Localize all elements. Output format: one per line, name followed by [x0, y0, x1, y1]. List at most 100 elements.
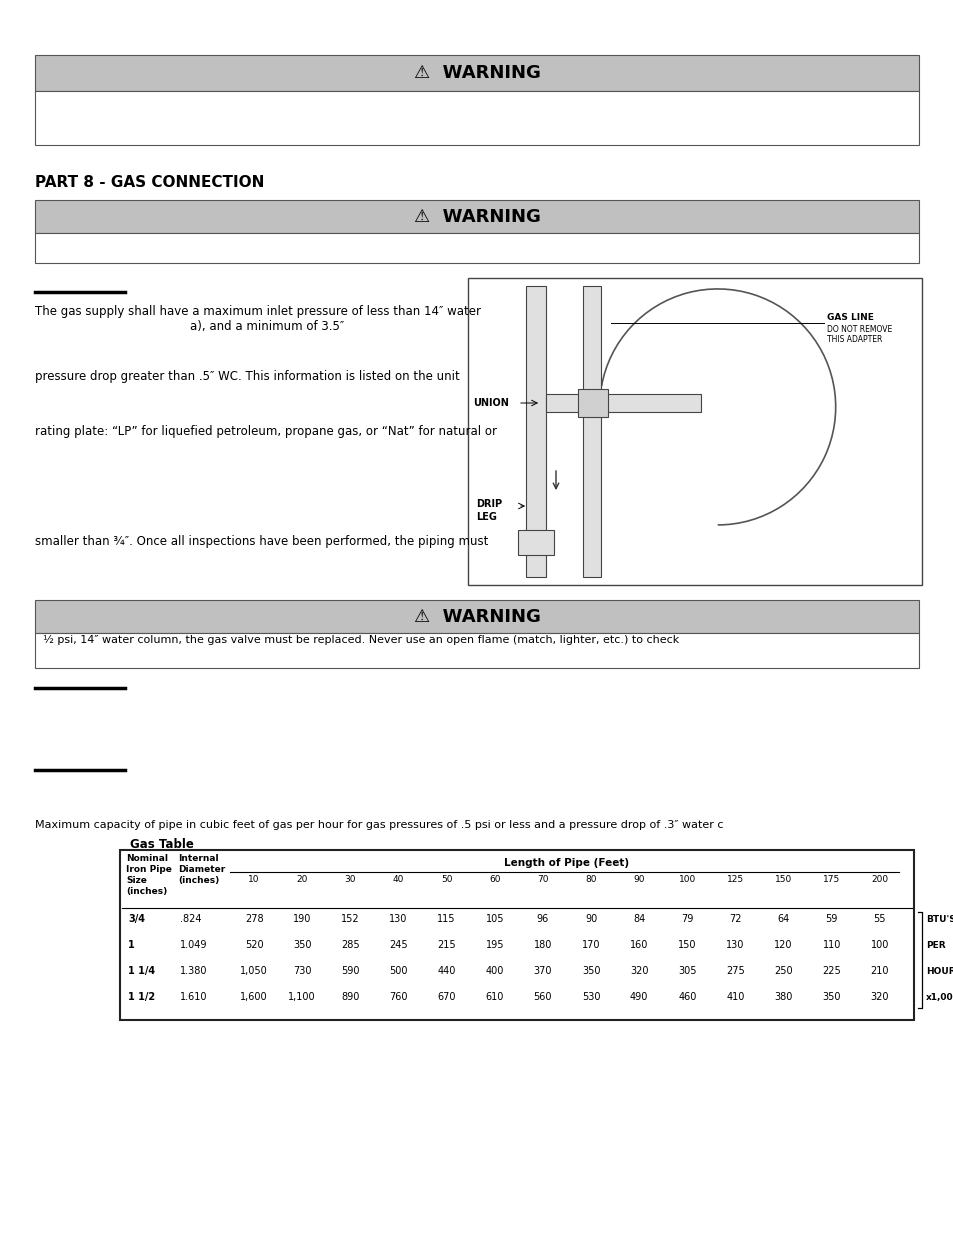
Text: DRIP: DRIP — [476, 499, 501, 509]
Bar — [517, 530, 554, 555]
Text: ⚠  WARNING: ⚠ WARNING — [414, 207, 539, 226]
Bar — [578, 389, 607, 417]
Text: Maximum capacity of pipe in cubic feet of gas per hour for gas pressures of .5 p: Maximum capacity of pipe in cubic feet o… — [35, 820, 722, 830]
Bar — [35, 91, 918, 144]
Text: 245: 245 — [389, 940, 407, 950]
Text: 305: 305 — [678, 966, 696, 976]
Text: Internal
Diameter
(inches): Internal Diameter (inches) — [178, 853, 225, 885]
Text: pressure drop greater than .5″ WC. This information is listed on the unit: pressure drop greater than .5″ WC. This … — [35, 370, 459, 383]
Text: 105: 105 — [485, 914, 503, 924]
Text: rating plate: “LP” for liquefied petroleum, propane gas, or “Nat” for natural or: rating plate: “LP” for liquefied petrole… — [35, 425, 497, 438]
Text: 500: 500 — [389, 966, 407, 976]
Text: 84: 84 — [633, 914, 644, 924]
Text: 560: 560 — [533, 992, 552, 1002]
Text: 530: 530 — [581, 992, 599, 1002]
Text: PART 8 - GAS CONNECTION: PART 8 - GAS CONNECTION — [35, 175, 264, 190]
Text: 175: 175 — [822, 876, 840, 884]
Text: 278: 278 — [245, 914, 263, 924]
Text: 670: 670 — [436, 992, 456, 1002]
Text: 610: 610 — [485, 992, 503, 1002]
Text: 490: 490 — [629, 992, 648, 1002]
Text: Nominal
Iron Pipe
Size
(inches): Nominal Iron Pipe Size (inches) — [126, 853, 172, 897]
Bar — [35, 634, 918, 668]
Text: 1,050: 1,050 — [240, 966, 268, 976]
Text: 150: 150 — [678, 940, 696, 950]
Text: 30: 30 — [344, 876, 355, 884]
Text: 380: 380 — [774, 992, 792, 1002]
Text: 150: 150 — [774, 876, 791, 884]
Text: 350: 350 — [821, 992, 841, 1002]
Text: 59: 59 — [824, 914, 837, 924]
Text: 50: 50 — [440, 876, 452, 884]
Text: 730: 730 — [293, 966, 311, 976]
Text: 1.380: 1.380 — [180, 966, 208, 976]
Text: 320: 320 — [870, 992, 888, 1002]
Text: 215: 215 — [436, 940, 456, 950]
Text: 64: 64 — [777, 914, 789, 924]
Text: 590: 590 — [341, 966, 359, 976]
Text: 1,100: 1,100 — [288, 992, 315, 1002]
Bar — [545, 394, 700, 412]
Text: 120: 120 — [774, 940, 792, 950]
Text: 152: 152 — [340, 914, 359, 924]
Text: 90: 90 — [633, 876, 644, 884]
Text: x1,000: x1,000 — [925, 993, 953, 1002]
Text: 460: 460 — [678, 992, 696, 1002]
Bar — [35, 600, 918, 634]
Text: 55: 55 — [873, 914, 885, 924]
Bar — [582, 287, 600, 577]
Text: 1,600: 1,600 — [240, 992, 268, 1002]
Text: 72: 72 — [728, 914, 741, 924]
Text: 410: 410 — [725, 992, 744, 1002]
Text: UNION: UNION — [473, 398, 508, 408]
Text: 350: 350 — [293, 940, 311, 950]
Bar — [35, 233, 918, 263]
Text: 275: 275 — [725, 966, 744, 976]
Text: 160: 160 — [629, 940, 648, 950]
Text: 100: 100 — [870, 940, 888, 950]
Text: DO NOT REMOVE: DO NOT REMOVE — [826, 325, 891, 333]
Text: .824: .824 — [180, 914, 201, 924]
Bar — [525, 287, 545, 577]
Text: 3/4: 3/4 — [128, 914, 145, 924]
Text: 115: 115 — [436, 914, 456, 924]
Text: 20: 20 — [296, 876, 308, 884]
Text: 96: 96 — [537, 914, 549, 924]
Text: 110: 110 — [821, 940, 841, 950]
Text: PER: PER — [925, 941, 944, 950]
Text: BTU'S: BTU'S — [925, 915, 953, 924]
Text: Gas Table: Gas Table — [130, 839, 193, 851]
Text: 100: 100 — [678, 876, 696, 884]
Text: 130: 130 — [725, 940, 744, 950]
Text: smaller than ¾″. Once all inspections have been performed, the piping must: smaller than ¾″. Once all inspections ha… — [35, 535, 488, 548]
Text: 195: 195 — [485, 940, 503, 950]
Text: 440: 440 — [437, 966, 456, 976]
Text: 225: 225 — [821, 966, 841, 976]
Text: 210: 210 — [870, 966, 888, 976]
Text: 400: 400 — [485, 966, 503, 976]
Bar — [120, 850, 913, 1020]
Bar — [35, 200, 918, 233]
Text: 760: 760 — [389, 992, 407, 1002]
Text: LEG: LEG — [476, 513, 497, 522]
Text: 320: 320 — [629, 966, 648, 976]
Text: 125: 125 — [726, 876, 743, 884]
Text: 80: 80 — [585, 876, 597, 884]
Text: GAS LINE: GAS LINE — [826, 312, 873, 322]
Text: 130: 130 — [389, 914, 407, 924]
Text: 250: 250 — [774, 966, 792, 976]
Text: 180: 180 — [533, 940, 552, 950]
Text: ⚠  WARNING: ⚠ WARNING — [414, 608, 539, 625]
Text: 1 1/4: 1 1/4 — [128, 966, 155, 976]
Text: 10: 10 — [248, 876, 259, 884]
Text: The gas supply shall have a maximum inlet pressure of less than 14″ water: The gas supply shall have a maximum inle… — [35, 305, 480, 317]
Text: 1 1/2: 1 1/2 — [128, 992, 155, 1002]
Text: 285: 285 — [340, 940, 359, 950]
Text: 60: 60 — [489, 876, 500, 884]
Text: 90: 90 — [584, 914, 597, 924]
Text: HOUR: HOUR — [925, 967, 953, 976]
Text: 1.610: 1.610 — [180, 992, 208, 1002]
Text: 1.049: 1.049 — [180, 940, 208, 950]
Text: 79: 79 — [680, 914, 693, 924]
Text: 1: 1 — [128, 940, 134, 950]
